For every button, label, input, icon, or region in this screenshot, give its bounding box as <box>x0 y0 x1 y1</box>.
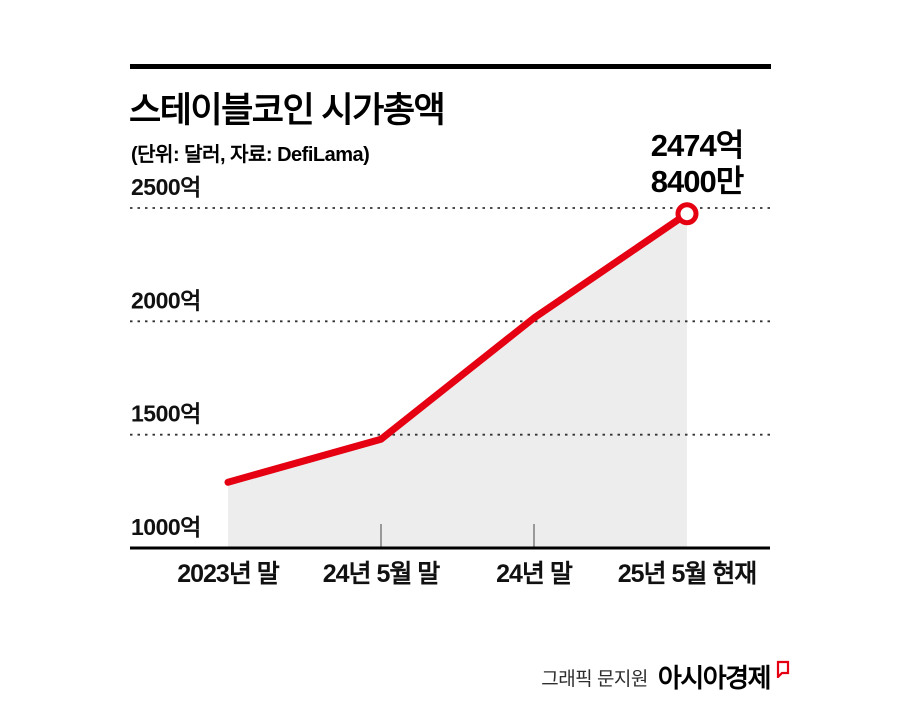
trend-line <box>224 210 691 486</box>
endpoint-marker <box>675 202 699 226</box>
graphic-credit: 그래픽 문지원 <box>541 669 648 690</box>
top-rule-bar <box>130 64 771 69</box>
endpoint-annotation: 2474억 8400만 <box>612 128 782 200</box>
x-axis-label: 25년 5월 현재 <box>618 560 757 588</box>
chart-subtitle: (단위: 달러, 자료: DefiLama) <box>131 144 370 166</box>
y-axis-label: 2500억 <box>131 174 201 200</box>
endpoint-annotation-line1: 2474억 <box>650 128 744 163</box>
y-axis-label: 1500억 <box>131 401 201 427</box>
footer-credit-row: 그래픽 문지원 아시아경제 <box>541 658 790 695</box>
y-axis-label: 1000억 <box>131 514 201 540</box>
brand-name: 아시아경제 <box>657 663 772 693</box>
asiae-logo-icon <box>775 660 790 683</box>
x-axis-label: 24년 5월 말 <box>323 560 441 588</box>
chart-title: 스테이블코인 시가총액 <box>129 91 446 130</box>
y-axis-label: 2000억 <box>131 287 201 313</box>
x-axis-label: 2023년 말 <box>177 560 280 588</box>
x-axis-label: 24년 말 <box>496 560 573 588</box>
endpoint-annotation-line2: 8400만 <box>650 164 744 199</box>
